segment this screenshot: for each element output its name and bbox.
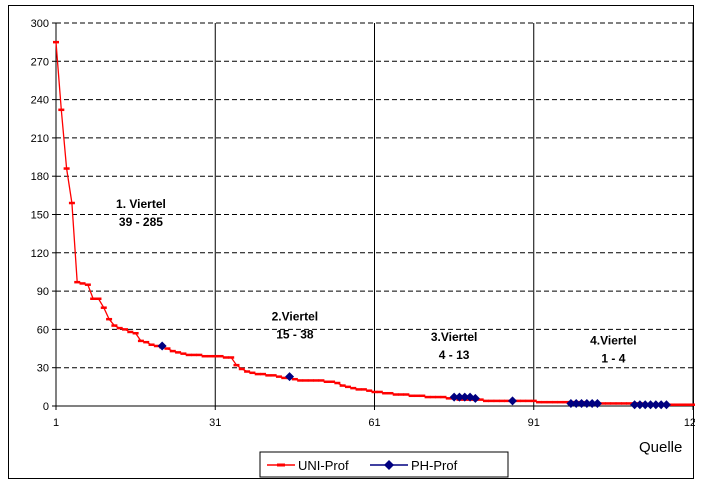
- quarter-range: 39 - 285: [119, 215, 163, 229]
- x-tick-label: 61: [368, 417, 380, 429]
- y-tick-label: 210: [31, 133, 49, 145]
- x-tick-label: 121: [684, 417, 695, 429]
- x-tick-label: 1: [53, 417, 59, 429]
- ph-prof-point: [460, 392, 470, 402]
- legend-ph-marker: [384, 460, 394, 470]
- y-tick-label: 270: [31, 56, 49, 68]
- legend-uni-label: UNI-Prof: [298, 458, 349, 473]
- ph-prof-point: [470, 393, 480, 403]
- ph-prof-point: [592, 398, 602, 408]
- y-tick-label: 300: [31, 18, 49, 30]
- ph-prof-point: [651, 400, 661, 410]
- y-tick-label: 180: [31, 171, 49, 183]
- ph-prof-point: [640, 400, 650, 410]
- ph-prof-point: [661, 400, 671, 410]
- quarter-range: 15 - 38: [276, 327, 314, 341]
- x-tick-label: 91: [528, 417, 540, 429]
- quarter-label: 3.Viertel: [431, 330, 477, 344]
- ph-prof-point: [157, 341, 167, 351]
- ph-prof-point: [587, 398, 597, 408]
- ph-prof-point: [656, 400, 666, 410]
- ph-prof-point: [571, 398, 581, 408]
- ph-prof-point: [454, 392, 464, 402]
- ph-prof-point: [285, 372, 295, 382]
- quarter-range: 1 - 4: [601, 352, 625, 366]
- ph-prof-point: [449, 392, 459, 402]
- chart-svg: 0 30 60 90 120 150 180 210 240 270 300 1 31 61 91 121 1.…: [31, 18, 695, 478]
- plot-area: 0 30 60 90 120 150 180 210 240 270 300 1 31 61 91 121 1.…: [31, 18, 695, 429]
- quarter-range: 4 - 13: [439, 348, 470, 362]
- legend-ph-label: PH-Prof: [411, 458, 458, 473]
- ph-prof-point: [646, 400, 656, 410]
- y-tick-label: 120: [31, 248, 49, 260]
- ph-prof-point: [635, 400, 645, 410]
- y-tick-label: 60: [37, 324, 49, 336]
- y-tick-label: 30: [37, 363, 49, 375]
- ph-prof-point: [582, 398, 592, 408]
- x-tick-label: 31: [209, 417, 221, 429]
- ph-prof-point: [566, 398, 576, 408]
- ph-prof-point: [577, 398, 587, 408]
- ph-prof-point: [630, 400, 640, 410]
- chart-frame: 0 30 60 90 120 150 180 210 240 270 300 1 31 61 91 121 1.…: [8, 5, 695, 479]
- y-tick-label: 0: [43, 401, 49, 413]
- quarter-label: 4.Viertel: [590, 334, 636, 348]
- quarter-label: 2.Viertel: [272, 309, 318, 323]
- quarter-label: 1. Viertel: [116, 197, 166, 211]
- ph-prof-point: [508, 396, 518, 406]
- legend: UNI-Prof PH-Prof: [259, 451, 509, 478]
- y-tick-label: 240: [31, 95, 49, 107]
- y-tick-label: 90: [37, 286, 49, 298]
- y-tick-label: 150: [31, 210, 49, 222]
- source-label: Quelle: [639, 439, 682, 456]
